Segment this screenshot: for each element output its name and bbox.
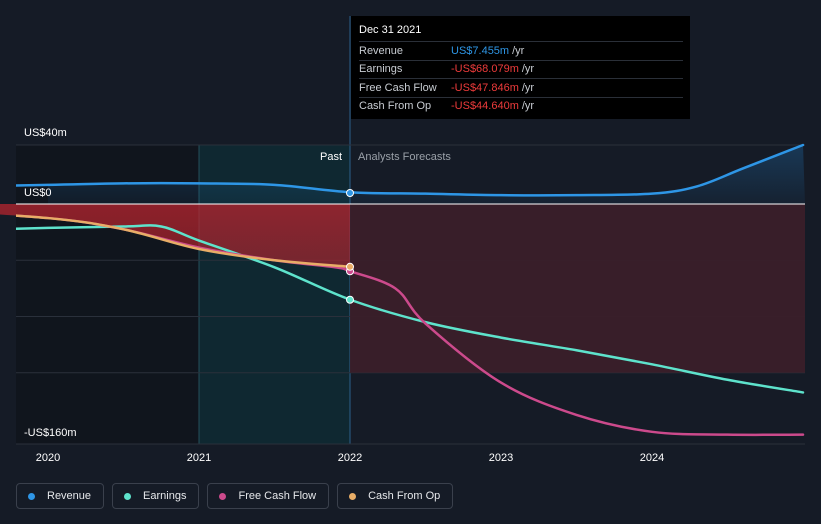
marker-layer — [346, 189, 354, 304]
tooltip: Dec 31 2021 Revenue US$7.455m/yr Earnings -… — [351, 16, 690, 119]
y-tick-label: US$40m — [24, 127, 67, 139]
legend-dot-icon — [349, 492, 357, 500]
x-tick-label: 2024 — [640, 452, 664, 464]
legend-dot-icon — [219, 492, 227, 500]
tooltip-unit: /yr — [521, 81, 535, 94]
forecast-label: Analysts Forecasts — [358, 151, 451, 163]
tooltip-value: -US$47.846m — [451, 81, 519, 94]
legend-item-earnings[interactable]: Earnings — [112, 483, 200, 509]
legend-label: Free Cash Flow — [238, 490, 317, 502]
legend-item-revenue[interactable]: Revenue — [16, 483, 105, 509]
tooltip-row: Free Cash Flow -US$47.846m/yr — [359, 78, 683, 97]
tooltip-date: Dec 31 2021 — [359, 24, 422, 36]
past-label: Past — [320, 151, 342, 163]
tooltip-row: Cash From Op -US$44.640m/yr — [359, 96, 683, 116]
tooltip-row: Revenue US$7.455m/yr — [359, 41, 683, 60]
tooltip-rows: Revenue US$7.455m/yr Earnings -US$68.079m/y… — [359, 41, 683, 115]
legend-dot-icon — [124, 492, 132, 500]
tooltip-value: -US$68.079m — [451, 63, 519, 76]
tooltip-row: Earnings -US$68.079m/yr — [359, 59, 683, 79]
negative-area-forecast — [350, 204, 805, 373]
cfo-marker — [346, 262, 354, 271]
tooltip-unit: /yr — [521, 100, 535, 113]
x-tick-label: 2023 — [489, 452, 513, 464]
negative-area-past — [0, 204, 350, 272]
legend-item-cash-from-op[interactable]: Cash From Op — [337, 483, 454, 509]
tooltip-label: Revenue — [359, 44, 404, 57]
x-tick-label: 2022 — [338, 452, 362, 464]
legend-dot-icon — [28, 492, 35, 500]
tooltip-label: Cash From Op — [359, 100, 432, 113]
legend-label: Cash From Op — [368, 490, 441, 502]
tooltip-value: US$7.455m — [451, 44, 510, 57]
y-tick-label: US$0 — [24, 187, 52, 199]
revenue-area — [48, 145, 805, 204]
tooltip-label: Earnings — [359, 63, 403, 76]
legend-label: Revenue — [47, 490, 92, 502]
legend: Revenue Earnings Free Cash Flow Cash From O… — [16, 483, 454, 509]
legend-item-free-cash-flow[interactable]: Free Cash Flow — [207, 483, 330, 509]
series-layer — [0, 143, 805, 437]
revenue-line — [16, 143, 805, 197]
tooltip-label: Free Cash Flow — [359, 81, 437, 94]
x-tick-label: 2020 — [36, 452, 60, 464]
earnings-marker — [346, 295, 354, 304]
legend-label: Earnings — [143, 490, 187, 502]
revenue-marker — [346, 189, 354, 198]
tooltip-value: -US$44.640m — [451, 100, 519, 113]
tooltip-unit: /yr — [521, 63, 535, 76]
label-layer: US$40m US$0 -US$160m 2020 2021 2022 2023 2024 Pa… — [24, 127, 664, 464]
x-tick-label: 2021 — [187, 452, 211, 464]
y-tick-label: -US$160m — [24, 427, 77, 439]
tooltip-unit: /yr — [512, 44, 525, 57]
cfo-line — [16, 214, 352, 268]
